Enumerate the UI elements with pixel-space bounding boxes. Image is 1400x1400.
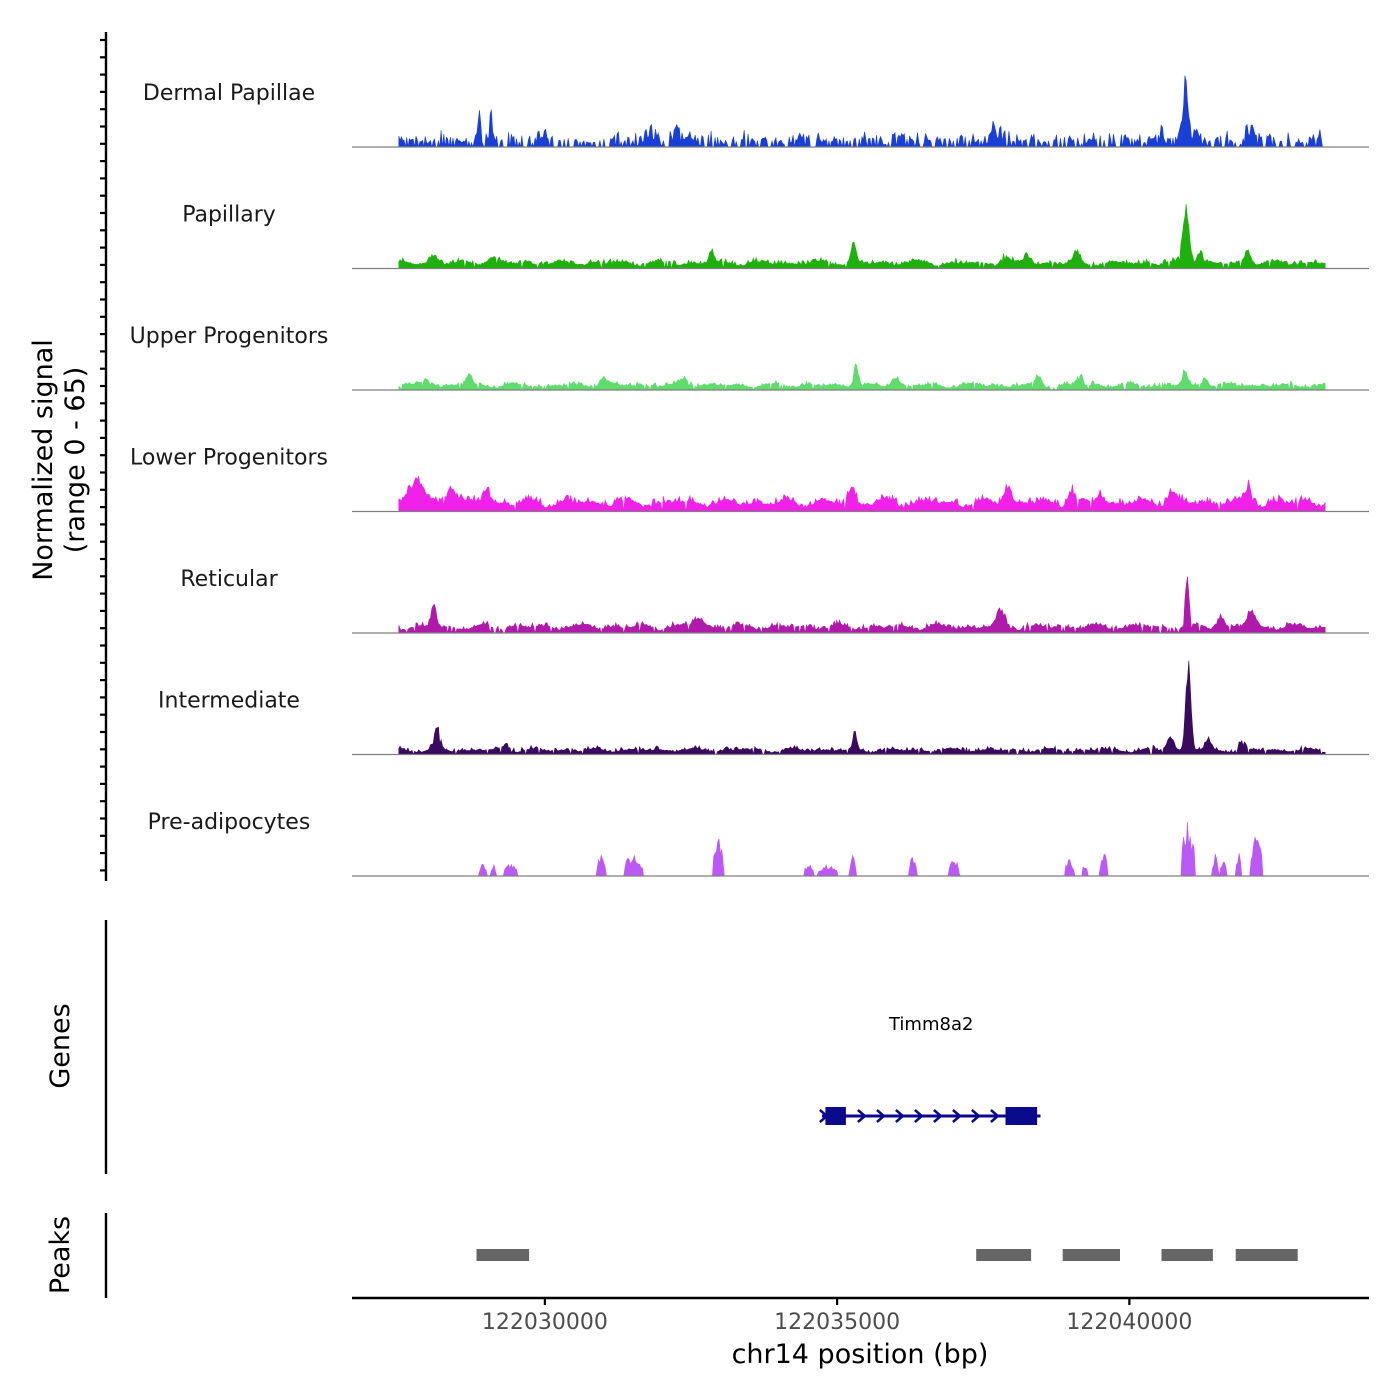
coverage-area bbox=[398, 476, 1326, 512]
track-upper-progenitors: Upper Progenitors bbox=[130, 324, 1369, 392]
peak-region bbox=[1235, 1249, 1298, 1261]
peaks-y-label: Peaks bbox=[45, 1216, 76, 1294]
track-label: Dermal Papillae bbox=[143, 81, 315, 106]
gene-name: Timm8a2 bbox=[888, 1014, 973, 1035]
coverage-area bbox=[398, 576, 1326, 635]
gene-exon bbox=[1005, 1107, 1038, 1125]
track-lower-progenitors: Lower Progenitors bbox=[130, 446, 1369, 513]
signal-y-ticks bbox=[100, 38, 106, 872]
peak-region bbox=[1161, 1249, 1213, 1261]
track-papillary: Papillary bbox=[182, 203, 1369, 270]
peak-region bbox=[976, 1249, 1032, 1261]
genes-y-label: Genes bbox=[45, 1003, 76, 1088]
track-label: Reticular bbox=[180, 567, 278, 592]
peak-track bbox=[476, 1249, 1298, 1261]
signal-y-label-line1: Normalized signal bbox=[28, 339, 59, 581]
gene-annotation-track: Timm8a2 bbox=[819, 1014, 1041, 1125]
coverage-tracks: Dermal Papillae Papillary Upper Progenitor… bbox=[130, 75, 1369, 877]
strand-arrow bbox=[895, 1109, 905, 1123]
signal-y-label: Normalized signal (range 0 - 65) bbox=[28, 339, 91, 581]
x-tick-label: 122030000 bbox=[482, 1310, 608, 1335]
signal-y-label-line2: (range 0 - 65) bbox=[60, 367, 91, 554]
coverage-area bbox=[398, 363, 1326, 392]
x-axis-label: chr14 position (bp) bbox=[732, 1339, 989, 1370]
track-intermediate: Intermediate bbox=[158, 660, 1369, 756]
coverage-area bbox=[398, 203, 1326, 270]
x-tick-label: 122035000 bbox=[774, 1310, 900, 1335]
track-label: Pre-adipocytes bbox=[148, 810, 311, 835]
gene-exon bbox=[825, 1107, 846, 1125]
strand-arrow bbox=[971, 1109, 981, 1123]
peak-region bbox=[1062, 1249, 1120, 1261]
strand-arrow bbox=[933, 1109, 943, 1123]
track-label: Papillary bbox=[182, 203, 276, 228]
strand-arrow bbox=[952, 1109, 962, 1123]
gene-timm8a2: Timm8a2 bbox=[819, 1014, 1041, 1125]
strand-arrow bbox=[876, 1109, 886, 1123]
x-tick-label: 122040000 bbox=[1066, 1310, 1192, 1335]
track-label: Upper Progenitors bbox=[130, 324, 329, 349]
strand-arrow bbox=[990, 1109, 1000, 1123]
coverage-area bbox=[398, 660, 1326, 756]
track-dermal-papillae: Dermal Papillae bbox=[143, 75, 1369, 149]
track-label: Intermediate bbox=[158, 689, 300, 714]
peak-region bbox=[476, 1249, 530, 1261]
track-label: Lower Progenitors bbox=[130, 446, 328, 471]
track-reticular: Reticular bbox=[180, 567, 1369, 635]
strand-arrow bbox=[914, 1109, 924, 1123]
strand-arrow bbox=[857, 1109, 867, 1123]
x-axis-ticks: 122030000 122035000 122040000 bbox=[482, 1298, 1192, 1335]
track-pre-adipocytes: Pre-adipocytes bbox=[148, 810, 1369, 877]
